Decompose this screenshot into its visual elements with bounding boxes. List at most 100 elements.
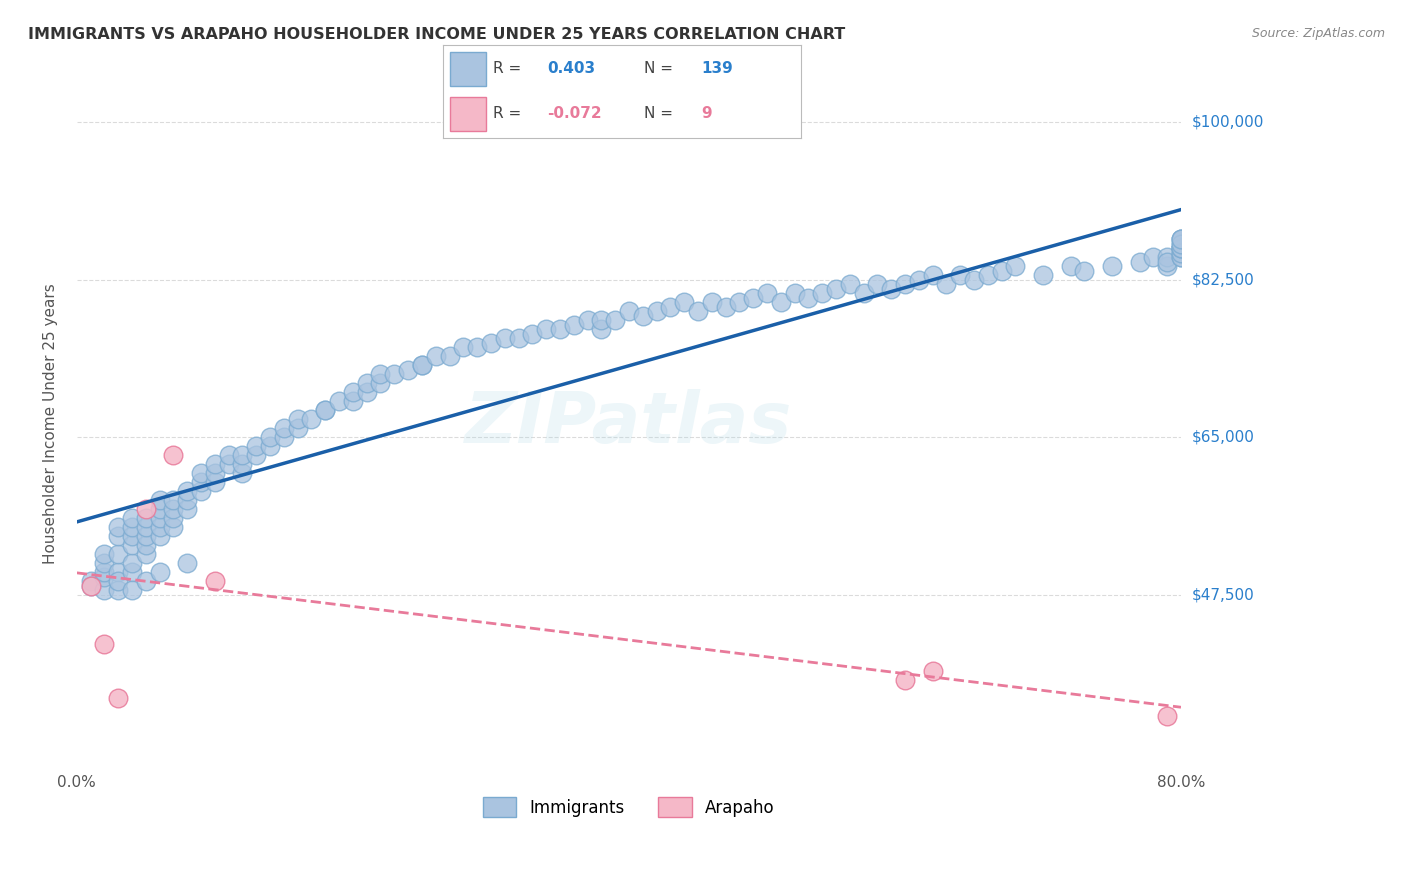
Point <box>93 569 115 583</box>
Text: ZIPatlas: ZIPatlas <box>465 389 793 458</box>
Point <box>121 565 143 579</box>
Point <box>1129 255 1152 269</box>
Point <box>231 457 253 471</box>
Point <box>852 286 875 301</box>
Point <box>576 313 599 327</box>
Point <box>921 268 943 283</box>
Point <box>287 421 309 435</box>
Point <box>714 300 737 314</box>
Point <box>825 282 848 296</box>
Point <box>121 538 143 552</box>
Point <box>1073 264 1095 278</box>
Point <box>1101 260 1123 274</box>
Point <box>121 583 143 598</box>
Point <box>107 583 129 598</box>
Point <box>245 448 267 462</box>
Point <box>342 394 364 409</box>
Point <box>370 368 392 382</box>
Point <box>1156 709 1178 723</box>
Text: $82,500: $82,500 <box>1192 272 1254 287</box>
Point <box>356 385 378 400</box>
Point <box>425 349 447 363</box>
Point <box>673 295 696 310</box>
Point <box>1156 255 1178 269</box>
Point <box>1170 250 1192 264</box>
Point <box>135 511 157 525</box>
Point <box>921 664 943 678</box>
Point <box>93 547 115 561</box>
Point <box>977 268 1000 283</box>
Point <box>176 556 198 570</box>
Point <box>453 340 475 354</box>
Point <box>149 520 172 534</box>
Point <box>1170 245 1192 260</box>
Point <box>742 291 765 305</box>
Point <box>259 430 281 444</box>
Point <box>1032 268 1054 283</box>
Point <box>838 277 860 292</box>
Point <box>162 448 184 462</box>
Point <box>273 421 295 435</box>
Point <box>1170 236 1192 251</box>
Point <box>135 538 157 552</box>
Point <box>190 475 212 490</box>
Point <box>245 439 267 453</box>
Point <box>1170 236 1192 251</box>
Point <box>121 520 143 534</box>
Point <box>107 547 129 561</box>
Point <box>797 291 820 305</box>
Text: Source: ZipAtlas.com: Source: ZipAtlas.com <box>1251 27 1385 40</box>
Point <box>190 484 212 499</box>
Y-axis label: Householder Income Under 25 years: Householder Income Under 25 years <box>44 284 58 564</box>
Point <box>79 579 101 593</box>
Point <box>149 511 172 525</box>
Point <box>769 295 792 310</box>
Text: 9: 9 <box>702 106 711 121</box>
Point <box>1170 241 1192 255</box>
Point <box>135 574 157 588</box>
Point <box>1156 250 1178 264</box>
Point <box>149 529 172 543</box>
Text: -0.072: -0.072 <box>547 106 602 121</box>
Point <box>935 277 957 292</box>
Point <box>273 430 295 444</box>
Point <box>494 331 516 345</box>
Point <box>562 318 585 332</box>
Point <box>149 493 172 508</box>
Point <box>162 493 184 508</box>
Point <box>866 277 889 292</box>
Point <box>949 268 972 283</box>
Point <box>79 579 101 593</box>
Point <box>1170 250 1192 264</box>
Point <box>1170 245 1192 260</box>
Point <box>107 574 129 588</box>
Point <box>1142 250 1164 264</box>
Point <box>1156 260 1178 274</box>
Text: $65,000: $65,000 <box>1192 430 1256 445</box>
Text: $47,500: $47,500 <box>1192 587 1254 602</box>
Point <box>1170 232 1192 246</box>
Point <box>121 556 143 570</box>
Point <box>534 322 557 336</box>
Point <box>93 556 115 570</box>
Point <box>356 376 378 391</box>
Point <box>107 520 129 534</box>
Point <box>382 368 405 382</box>
Bar <box>450 97 486 131</box>
Point <box>728 295 751 310</box>
Point <box>439 349 461 363</box>
Point <box>135 520 157 534</box>
Point <box>411 358 433 372</box>
Point <box>314 403 336 417</box>
Point <box>190 466 212 480</box>
Point <box>880 282 903 296</box>
Point <box>135 529 157 543</box>
Point <box>328 394 350 409</box>
Point <box>465 340 488 354</box>
Point <box>79 574 101 588</box>
Point <box>93 583 115 598</box>
Point <box>811 286 834 301</box>
Text: R =: R = <box>494 106 522 121</box>
Point <box>508 331 530 345</box>
Legend: Immigrants, Arapaho: Immigrants, Arapaho <box>477 790 782 824</box>
